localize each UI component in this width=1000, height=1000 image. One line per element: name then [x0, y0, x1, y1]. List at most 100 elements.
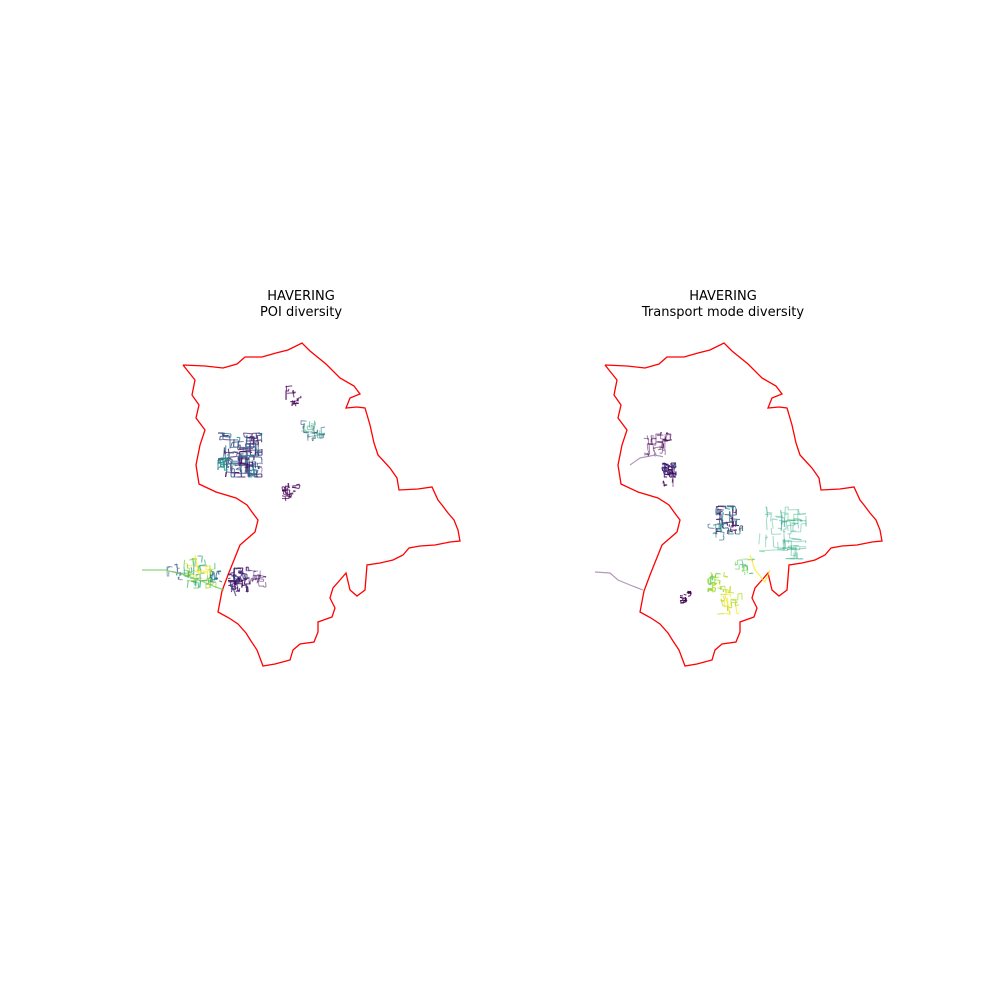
transport-mode-diversity-map: [594, 342, 883, 667]
street-segment: [665, 435, 668, 441]
street-segment: [787, 513, 789, 520]
street-segment: [238, 458, 240, 462]
street-segment: [650, 435, 653, 440]
street-cluster: [166, 563, 184, 581]
street-segment: [767, 511, 773, 514]
street-segment: [791, 530, 797, 532]
borough-boundary: [182, 342, 461, 667]
street-segment: [223, 460, 226, 465]
street-cluster: [661, 462, 677, 478]
street-segment: [718, 509, 721, 516]
street-segment: [714, 573, 717, 578]
street-segment: [715, 572, 721, 575]
street-segment: [721, 595, 724, 598]
street-segment: [786, 525, 789, 531]
street-segment: [787, 533, 792, 535]
street-segment: [654, 452, 657, 456]
street-segment: [666, 433, 671, 436]
street-segment: [298, 484, 301, 489]
street-cluster: [217, 454, 235, 471]
street-segment: [651, 439, 653, 445]
street-segment: [244, 443, 247, 452]
street-segment: [225, 471, 228, 478]
street-segment: [300, 420, 307, 422]
street-segment: [190, 567, 193, 573]
street-segment: [166, 573, 169, 577]
street-segment: [784, 513, 788, 516]
street-segment: [205, 564, 207, 572]
street-segment: [246, 576, 250, 579]
street-segment: [306, 426, 309, 430]
street-segment: [294, 487, 300, 490]
street-segment: [780, 510, 782, 517]
street-segment: [803, 545, 807, 548]
street-segment: [312, 426, 315, 430]
street-segment: [681, 597, 684, 601]
street-segment: [219, 436, 221, 441]
street-segment: [795, 545, 805, 548]
street-cluster: [715, 505, 744, 535]
street-cluster: [247, 461, 264, 477]
street-segment: [290, 494, 293, 499]
street-segment: [220, 465, 225, 468]
street-segment: [219, 466, 225, 469]
road-segment: [629, 454, 656, 466]
street-segment: [765, 513, 768, 522]
street-segment: [787, 506, 790, 510]
street-segment: [795, 552, 797, 557]
street-segment: [239, 458, 241, 462]
street-segment: [291, 484, 296, 487]
street-segment: [659, 455, 664, 458]
street-segment: [224, 457, 229, 461]
street-segment: [197, 582, 200, 589]
street-segment: [229, 457, 232, 461]
street-cluster: [707, 571, 729, 593]
street-segment: [253, 574, 256, 578]
street-segment: [793, 518, 801, 520]
street-segment: [261, 585, 264, 587]
street-segment: [664, 473, 669, 476]
street-segment: [316, 434, 322, 437]
street-segment: [665, 468, 668, 470]
street-segment: [766, 506, 768, 514]
street-segment: [260, 432, 263, 435]
street-segment: [679, 596, 684, 599]
street-segment: [688, 590, 691, 593]
street-segment: [734, 506, 737, 510]
street-segment: [234, 464, 238, 467]
street-segment: [731, 506, 734, 513]
street-segment: [647, 443, 653, 446]
street-segment: [764, 513, 772, 515]
street-segment: [647, 454, 650, 457]
street-segment: [189, 558, 193, 561]
street-segment: [737, 592, 743, 595]
street-segment: [242, 584, 247, 586]
street-segment: [787, 546, 797, 549]
street-segment: [240, 464, 243, 471]
street-segment: [661, 441, 664, 449]
street-segment: [282, 486, 286, 489]
street-segment: [241, 578, 247, 581]
street-segment: [223, 447, 225, 457]
street-segment: [777, 549, 789, 551]
street-segment: [735, 604, 740, 606]
street-segment: [251, 579, 254, 583]
street-segment: [720, 523, 723, 529]
street-segment: [724, 590, 727, 595]
street-segment: [660, 431, 663, 436]
street-segment: [651, 437, 657, 439]
street-segment: [264, 581, 267, 588]
street-segment: [771, 518, 774, 526]
street-segment: [784, 506, 786, 517]
street-segment: [245, 566, 249, 569]
street-cluster: [245, 566, 267, 588]
street-segment: [716, 509, 719, 515]
street-segment: [248, 473, 252, 476]
street-segment: [285, 491, 288, 494]
street-segment: [669, 433, 672, 440]
street-segment: [781, 546, 786, 549]
street-segment: [292, 486, 296, 489]
street-segment: [728, 586, 731, 593]
street-segment: [186, 580, 189, 588]
street-segment: [668, 465, 673, 468]
